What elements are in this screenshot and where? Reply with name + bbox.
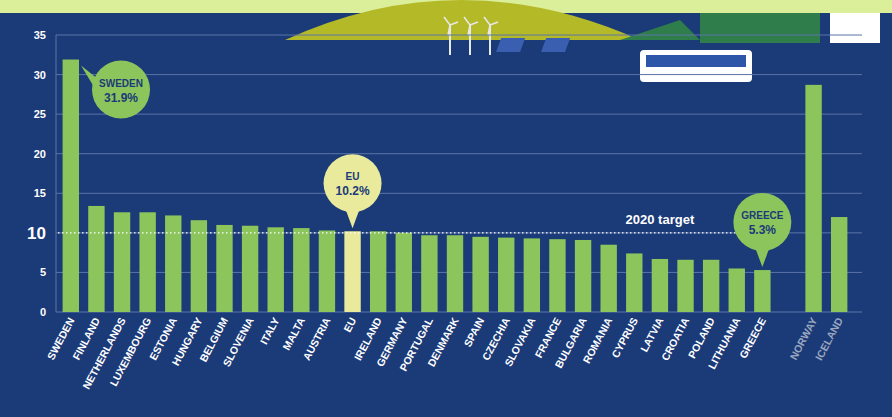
bar	[754, 270, 770, 312]
bar	[63, 60, 79, 312]
x-tick-label: ROMANIA	[580, 315, 614, 365]
bar	[447, 235, 463, 312]
bar	[652, 259, 668, 312]
bar	[242, 226, 258, 312]
x-tick-label: MALTA	[280, 315, 307, 352]
grid-line	[56, 153, 862, 154]
bubble-category: GREECE	[741, 210, 784, 221]
building	[830, 13, 880, 43]
x-tick-label: AUSTRIA	[300, 315, 333, 362]
bar	[600, 245, 616, 312]
bar	[88, 206, 104, 312]
bar	[216, 225, 232, 312]
bubble-label: 10.2%	[336, 184, 370, 198]
bar	[472, 237, 488, 312]
grid-line	[56, 35, 862, 36]
bars	[63, 60, 848, 312]
x-tick-label: DENMARK	[425, 315, 461, 368]
bar	[319, 230, 335, 312]
bubble-label: 31.9%	[104, 91, 138, 105]
hill	[285, 0, 640, 40]
bar	[831, 217, 847, 312]
solar-panel	[541, 38, 570, 52]
bar	[421, 235, 437, 312]
y-tick-label: 30	[34, 69, 46, 81]
bar	[344, 231, 360, 312]
x-tick-label: SPAIN	[461, 315, 486, 348]
x-tick-label: LUXEMBOURG	[107, 315, 153, 388]
bar	[626, 253, 642, 312]
y-tick-label: 15	[34, 187, 46, 199]
bar	[139, 212, 155, 312]
grid-line	[56, 193, 862, 194]
y-tick-label: 10	[27, 224, 46, 243]
bar	[498, 238, 514, 312]
bar	[268, 227, 284, 312]
bar	[191, 220, 207, 312]
grid-line	[56, 74, 862, 75]
y-tick-label: 35	[34, 29, 46, 41]
y-tick-label: 20	[34, 148, 46, 160]
bar	[524, 238, 540, 312]
bar	[114, 212, 130, 312]
bar	[575, 240, 591, 312]
x-tick-label: GREECE	[737, 315, 768, 360]
bar	[805, 85, 821, 312]
hill-green	[620, 20, 700, 40]
bubble-label: 5.3%	[749, 223, 777, 237]
bubble	[92, 61, 150, 119]
windmill-blade	[484, 17, 498, 35]
x-tick-label: ITALY	[257, 315, 281, 346]
background	[0, 0, 892, 417]
x-tick-label: ICELAND	[812, 315, 845, 362]
y-tick-label: 0	[40, 306, 46, 318]
y-axis-line	[56, 35, 57, 312]
x-tick-label: LATVIA	[638, 315, 666, 354]
bus-windows	[646, 55, 746, 67]
bar	[293, 228, 309, 312]
bar	[549, 239, 565, 312]
x-tick-label: CYPRUS	[609, 315, 640, 359]
x-tick-label: SLOVAKIA	[502, 315, 538, 368]
bubble-category: EU	[346, 171, 360, 182]
bar	[729, 268, 745, 312]
bubble-category: SWEDEN	[99, 78, 143, 89]
bubble	[324, 154, 382, 212]
y-tick-label: 5	[40, 266, 46, 278]
bubble	[733, 193, 791, 251]
y-tick-label: 25	[34, 108, 46, 120]
windmill-blade	[464, 17, 478, 35]
bar	[677, 260, 693, 312]
windmill-blade	[444, 17, 458, 35]
grid-line	[56, 114, 862, 115]
target-line	[58, 232, 788, 233]
bar	[396, 233, 412, 312]
x-tick-label: SLOVENIA	[220, 315, 256, 368]
bar	[165, 215, 181, 312]
solar-panel	[496, 38, 525, 52]
x-tick-label: EU	[341, 315, 358, 334]
chart: 051015202530352020 targetSWEDENFINLANDNE…	[0, 0, 892, 417]
bus	[640, 50, 752, 82]
bar	[370, 231, 386, 312]
x-tick-label: LITHUANIA	[705, 315, 742, 371]
building	[700, 13, 820, 43]
bar	[703, 260, 719, 312]
target-label: 2020 target	[626, 212, 695, 227]
